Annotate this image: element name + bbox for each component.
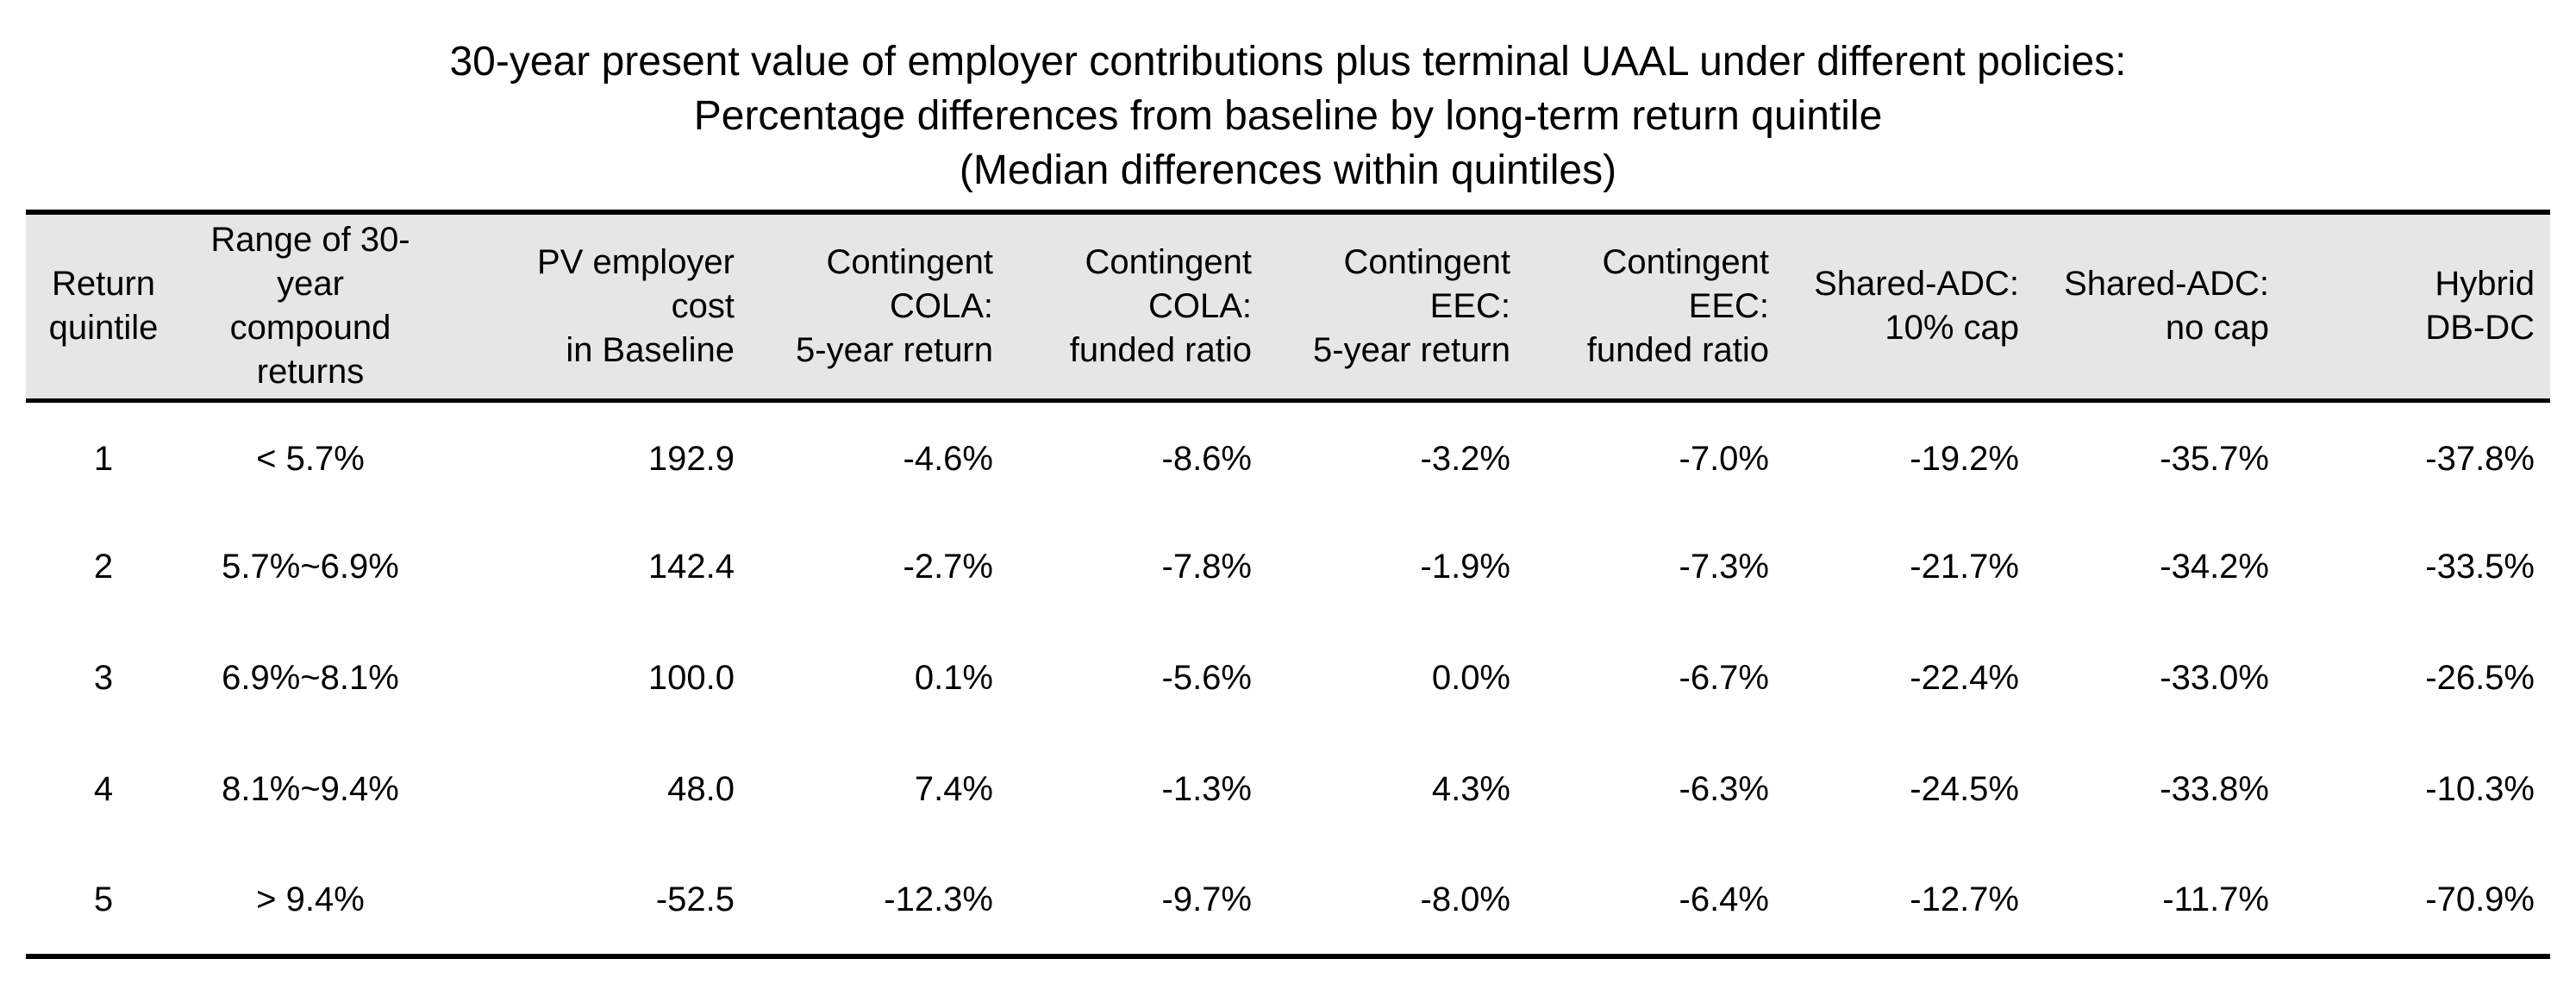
table-row: 3 6.9%~8.1% 100.0 0.1% -5.6% 0.0% -6.7% … (26, 623, 2550, 734)
table-cell: -35.7% (2160, 440, 2269, 479)
table-cell: 100.0 (647, 659, 735, 697)
table-cell: -26.5% (2425, 659, 2535, 697)
header-row: Return quintile Range of 30-year compoun… (26, 210, 2550, 403)
title-line-3: (Median differences within quintiles) (959, 147, 1617, 193)
column-header: Range of 30-year compound returns (181, 210, 440, 403)
table-cell: -6.4% (1526, 845, 1785, 959)
table-cell: -12.3% (750, 845, 1009, 959)
table-cell: 192.9 (647, 440, 735, 479)
title-line-2: Percentage differences from baseline by … (693, 93, 1883, 139)
table-cell: -9.7% (1009, 845, 1267, 959)
column-header: Contingent COLA: 5-year return (750, 210, 1009, 403)
table-cell: -7.0% (1679, 440, 1770, 479)
table-cell: -52.5 (440, 845, 750, 959)
column-header: Contingent COLA: funded ratio (1009, 210, 1267, 403)
table-title: 30-year present value of employer contri… (0, 34, 2576, 197)
table-cell: -33.5% (2425, 548, 2535, 586)
table-cell: 7.4% (914, 770, 993, 808)
title-line-1: 30-year present value of employer contri… (449, 39, 2127, 85)
table-cell: > 9.4% (181, 845, 440, 959)
column-header: Contingent EEC: funded ratio (1526, 210, 1785, 403)
results-table-container: Return quintile Range of 30-year compoun… (26, 210, 2550, 959)
column-header: Shared-ADC: 10% cap (1785, 210, 2035, 403)
table-cell: -7.8% (1161, 548, 1253, 586)
table-cell: -6.7% (1679, 659, 1770, 697)
table-cell: -33.8% (2160, 770, 2269, 808)
table-cell: -22.4% (1910, 659, 2019, 697)
table-cell: 0.1% (914, 659, 993, 697)
column-header: PV employer cost in Baseline (440, 210, 750, 403)
column-header: Hybrid DB-DC (2285, 210, 2550, 403)
table-cell: 48.0 (667, 770, 735, 808)
table-cell: 6.9%~8.1% (222, 659, 399, 697)
table-cell: 0.0% (1431, 659, 1510, 697)
column-header: Shared-ADC: no cap (2035, 210, 2285, 403)
table-cell: -21.7% (1910, 548, 2019, 586)
table-cell: -34.2% (2160, 548, 2269, 586)
table-cell: -12.7% (1785, 845, 2035, 959)
table-cell: 1 (93, 440, 114, 479)
table-cell: 142.4 (647, 548, 735, 586)
table-cell: -8.0% (1267, 845, 1526, 959)
table-cell: < 5.7% (256, 440, 365, 479)
table-cell: -1.3% (1161, 770, 1253, 808)
table-cell: 5 (26, 845, 181, 959)
column-header: Contingent EEC: 5-year return (1267, 210, 1526, 403)
table-cell: -6.3% (1679, 770, 1770, 808)
table-cell: 8.1%~9.4% (222, 770, 399, 808)
table-cell: -10.3% (2425, 770, 2535, 808)
table-cell: 2 (93, 548, 114, 586)
table-row: 1 < 5.7% 192.9 -4.6% -8.6% -3.2% -7.0% -… (26, 400, 2550, 511)
table-row: 5 > 9.4% -52.5 -12.3% -9.7% -8.0% -6.4% … (26, 845, 2550, 959)
table-cell: -5.6% (1161, 659, 1253, 697)
table-row: 2 5.7%~6.9% 142.4 -2.7% -7.8% -1.9% -7.3… (26, 511, 2550, 623)
table-cell: -2.7% (903, 548, 994, 586)
table-cell: -37.8% (2425, 440, 2535, 479)
table-cell: 4 (93, 770, 114, 808)
table-cell: 5.7%~6.9% (222, 548, 399, 586)
column-header: Return quintile (26, 210, 181, 403)
table-cell: -19.2% (1910, 440, 2019, 479)
table-cell: -8.6% (1161, 440, 1253, 479)
table-cell: 4.3% (1431, 770, 1510, 808)
table-cell: -11.7% (2035, 845, 2285, 959)
table-cell: -1.9% (1420, 548, 1511, 586)
table-cell: -7.3% (1679, 548, 1770, 586)
table-cell: -4.6% (903, 440, 994, 479)
table-cell: 3 (93, 659, 114, 697)
table-cell: -24.5% (1910, 770, 2019, 808)
table-row: 4 8.1%~9.4% 48.0 7.4% -1.3% 4.3% -6.3% -… (26, 734, 2550, 845)
table-cell: -33.0% (2160, 659, 2269, 697)
results-table: Return quintile Range of 30-year compoun… (26, 210, 2550, 959)
table-cell: -3.2% (1420, 440, 1511, 479)
table-cell: -70.9% (2285, 845, 2550, 959)
